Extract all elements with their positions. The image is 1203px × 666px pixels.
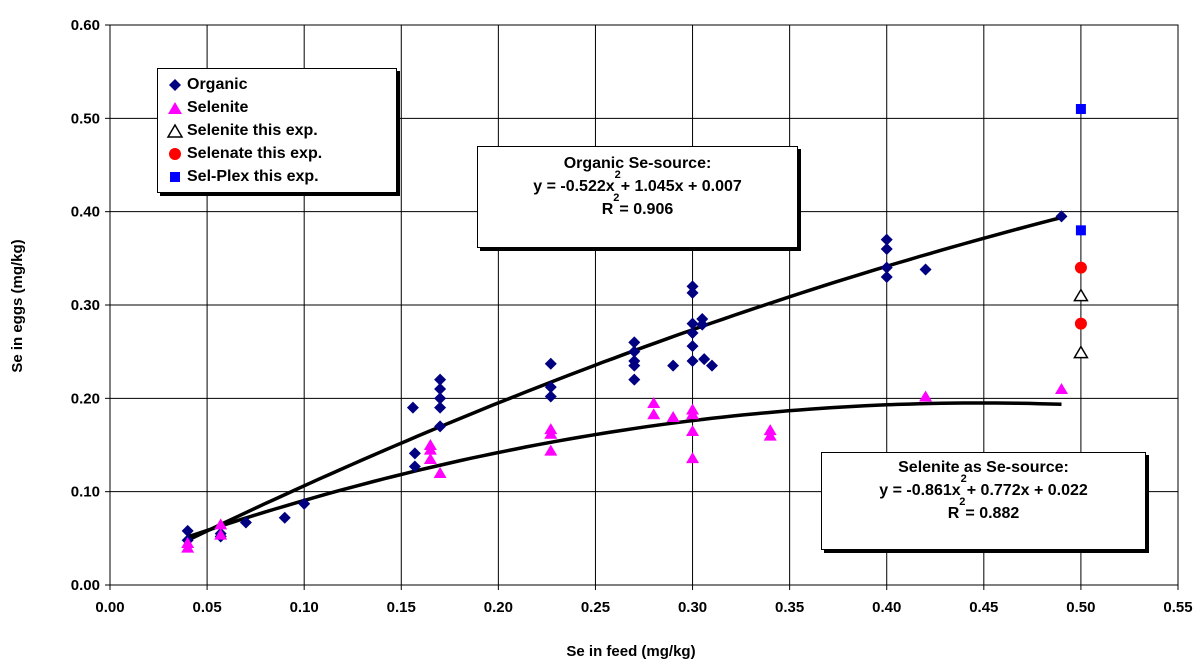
y-tick-label: 0.00 [71,577,100,594]
legend-label: Selenate this exp. [187,145,322,163]
x-tick-label: 0.20 [484,599,513,616]
x-tick-label: 0.15 [387,599,416,616]
legend-item-selenite-this-exp: Selenite this exp. [166,119,388,142]
x-tick-label: 0.10 [290,599,319,616]
y-tick-label: 0.30 [71,297,100,314]
data-point-sel-plex-this-exp [1076,104,1086,114]
selenite-equation-box: Selenite as Se-source: y = -0.861x 2 + 0.… [821,452,1146,550]
y-tick-label: 0.20 [71,390,100,407]
data-point-selenate-this-exp [1075,318,1087,330]
x-tick-label: 0.25 [581,599,610,616]
y-tick-label: 0.10 [71,484,100,501]
x-tick-label: 0.35 [775,599,804,616]
legend-label: Organic [187,76,247,94]
circle-marker-icon [166,146,184,162]
equation-title: Organic Se-source: [482,152,793,175]
legend-item-selenite: Selenite [166,96,388,119]
legend-item-organic: Organic [166,73,388,96]
y-tick-label: 0.40 [71,204,100,221]
legend-label: Selenite [187,99,248,117]
organic-equation-box: Organic Se-source: y = -0.522x 2 + 1.045x… [477,146,798,248]
data-point-selenate-this-exp [1075,262,1087,274]
data-point-sel-plex-this-exp [1076,225,1086,235]
open-triangle-marker-icon [166,123,184,139]
x-tick-label: 0.45 [969,599,998,616]
legend-item-selenate-this-exp: Selenate this exp. [166,142,388,165]
y-tick-label: 0.50 [71,110,100,127]
equation-title: Selenite as Se-source: [826,456,1141,479]
x-tick-label: 0.00 [95,599,124,616]
equation-formula: y = -0.522x 2 + 1.045x + 0.007 [482,175,793,198]
y-tick-label: 0.60 [71,17,100,34]
x-tick-label: 0.40 [872,599,901,616]
x-tick-label: 0.05 [192,599,221,616]
x-tick-label: 0.50 [1066,599,1095,616]
legend-label: Selenite this exp. [187,122,318,140]
x-tick-label: 0.30 [678,599,707,616]
triangle-marker-icon [166,100,184,116]
x-tick-label: 0.55 [1163,599,1192,616]
legend-item-sel-plex-this-exp: Sel-Plex this exp. [166,165,388,188]
legend: Organic Selenite Selenite this exp. Sele… [157,68,397,193]
diamond-marker-icon [166,77,184,93]
legend-label: Sel-Plex this exp. [187,168,319,186]
equation-formula: y = -0.861x 2 + 0.772x + 0.022 [826,479,1141,502]
square-marker-icon [166,169,184,185]
x-axis-title: Se in feed (mg/kg) [566,643,695,660]
y-axis-title: Se in eggs (mg/kg) [9,239,26,372]
